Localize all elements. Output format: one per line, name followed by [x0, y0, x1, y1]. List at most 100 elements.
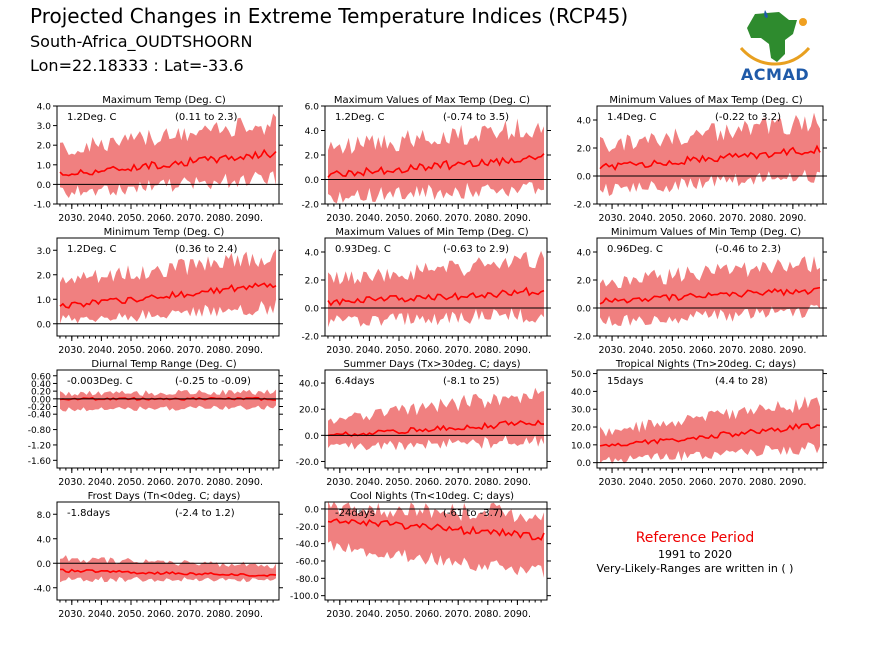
y-tick-label: 6.0 [305, 103, 320, 113]
acmad-text: ACMAD [740, 65, 810, 84]
y-tick-label: -1.60 [28, 457, 52, 467]
y-tick-label: 4.0 [37, 103, 52, 113]
likely-range-text: (-61 to -3.7) [443, 508, 503, 519]
likely-range-text: (-0.22 to 3.2) [715, 112, 781, 123]
y-tick-label: -100.0 [290, 592, 319, 602]
likely-range-text: (-0.63 to 2.9) [443, 244, 509, 255]
median-line [59, 148, 277, 177]
x-tick-label: 2050. [659, 345, 686, 356]
y-tick-label: -2.0 [573, 201, 591, 211]
panel-title: Maximum Values of Min Temp (Deg. C) [335, 227, 528, 238]
x-tick-label: 2030. [326, 213, 353, 224]
x-tick-label: 2040. [88, 609, 115, 620]
x-tick-label: 2040. [88, 477, 115, 488]
x-tick-label: 2090. [504, 609, 531, 620]
likely-range-band [60, 389, 276, 412]
y-tick-label: 0.0 [37, 320, 52, 330]
x-tick-label: 2050. [659, 477, 686, 488]
panel-title: Maximum Temp (Deg. C) [102, 95, 226, 106]
x-tick-label: 2060. [415, 213, 442, 224]
y-tick-label: -0.40 [28, 411, 52, 421]
plot-frame [596, 105, 824, 205]
plot-frame [56, 237, 280, 337]
acmad-logo: ACMAD [735, 8, 815, 84]
panel-title: Minimum Values of Min Temp (Deg. C) [611, 227, 801, 238]
y-tick-label: 4.0 [577, 117, 592, 127]
plot-frame [324, 501, 548, 601]
likely-range-text: (-0.74 to 3.5) [443, 112, 509, 123]
y-tick-label: -0.80 [28, 426, 52, 436]
y-tick-label: -60.0 [296, 557, 320, 567]
x-tick-label: 2040. [88, 345, 115, 356]
y-tick-label: 2.0 [305, 277, 320, 287]
y-tick-label: 8.0 [37, 511, 52, 521]
reference-period-years: 1991 to 2020 [657, 548, 733, 561]
y-tick-label: -1.0 [33, 201, 51, 211]
likely-range-text: (-8.1 to 25) [443, 376, 500, 387]
median-line [327, 419, 545, 437]
x-tick-label: 2060. [689, 213, 716, 224]
x-tick-label: 2060. [689, 345, 716, 356]
y-tick-label: 0.40 [31, 380, 51, 390]
summary-value: 0.93Deg. C [335, 244, 391, 255]
panel-title: Minimum Values of Max Temp (Deg. C) [609, 95, 802, 106]
median-line [327, 518, 545, 541]
likely-range-band [328, 500, 544, 578]
plot-frame [56, 105, 280, 205]
x-tick-label: 2080. [749, 213, 776, 224]
x-tick-label: 2030. [58, 609, 85, 620]
x-tick-label: 2080. [206, 609, 233, 620]
chart-panel-8: 40.0 20.0 0.0 -20.0 2030. 2040. 2050. 2060. 2070… [296, 359, 551, 488]
x-tick-label: 2030. [326, 345, 353, 356]
y-tick-label: -4.0 [33, 584, 51, 594]
median-line [599, 423, 821, 448]
plot-frame [56, 501, 280, 601]
x-tick-label: 2080. [474, 345, 501, 356]
panel-title: Cool Nights (Tn<10deg. C; days) [350, 491, 514, 502]
y-tick-label: 40.0 [571, 388, 591, 398]
y-tick-label: 2.0 [577, 277, 592, 287]
x-tick-label: 2050. [385, 609, 412, 620]
x-tick-label: 2030. [598, 477, 625, 488]
coordinates-label: Lon=22.18333 : Lat=-33.6 [30, 56, 244, 75]
y-tick-label: -20.0 [296, 523, 320, 533]
x-tick-label: 2090. [504, 477, 531, 488]
x-tick-label: 2060. [147, 345, 174, 356]
x-tick-label: 2040. [356, 609, 383, 620]
plot-frame [596, 369, 824, 469]
x-tick-label: 2070. [719, 345, 746, 356]
x-tick-label: 2080. [474, 609, 501, 620]
x-tick-label: 2090. [779, 345, 806, 356]
x-tick-label: 2030. [598, 345, 625, 356]
x-tick-label: 2090. [504, 213, 531, 224]
panel-title: Summer Days (Tx>30deg. C; days) [343, 359, 520, 370]
x-tick-label: 2060. [415, 609, 442, 620]
x-tick-label: 2090. [236, 213, 263, 224]
median-line [599, 286, 821, 305]
likely-range-band [328, 250, 544, 328]
panel-title: Minimum Temp (Deg. C) [104, 227, 225, 238]
y-tick-label: -2.0 [301, 333, 319, 343]
median-line [327, 286, 545, 307]
y-tick-label: 0.00 [31, 395, 51, 405]
y-tick-label: 0.0 [577, 459, 592, 469]
x-tick-label: 2070. [177, 477, 204, 488]
y-tick-label: 0.0 [37, 181, 52, 191]
likely-range-band [60, 555, 276, 583]
summary-value: 1.2Deg. C [67, 244, 116, 255]
likely-range-text: (-2.4 to 1.2) [175, 508, 235, 519]
y-tick-label: -20.0 [296, 458, 320, 468]
x-tick-label: 2050. [117, 213, 144, 224]
likely-range-band [600, 112, 820, 196]
y-tick-label: 0.0 [37, 560, 52, 570]
x-tick-label: 2080. [474, 213, 501, 224]
x-tick-label: 2040. [356, 345, 383, 356]
y-tick-label: 3.0 [37, 247, 52, 257]
x-tick-label: 2080. [749, 345, 776, 356]
